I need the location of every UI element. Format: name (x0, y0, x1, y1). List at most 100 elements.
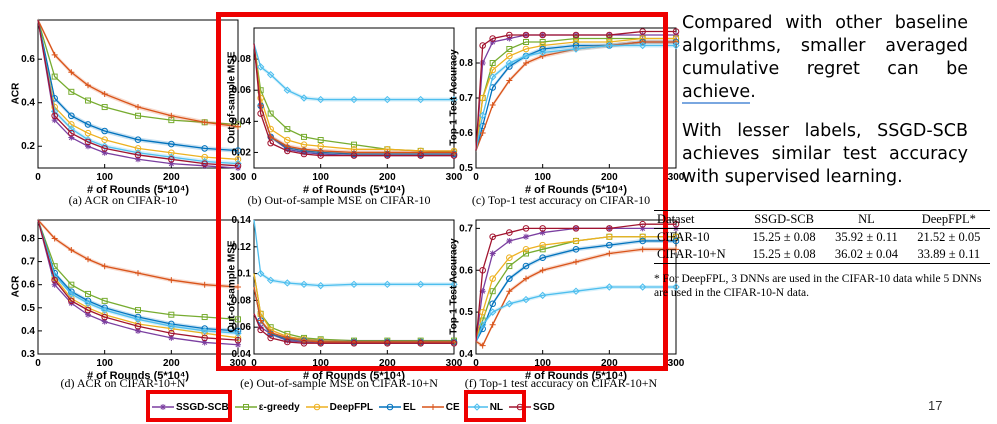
data-point (84, 135, 92, 144)
figure-caption-6: (f) Top-1 test accuracy on CIFAR-10+N (464, 376, 658, 390)
data-point (201, 162, 208, 169)
data-point (267, 110, 274, 117)
data-point (51, 112, 58, 120)
data-point (539, 267, 546, 274)
y-tick-label: 0.7 (459, 223, 473, 234)
data-point (257, 317, 264, 324)
data-point (234, 327, 242, 335)
data-point (234, 334, 242, 342)
data-point (283, 86, 292, 94)
data-point (266, 276, 275, 285)
data-point (506, 263, 513, 270)
data-point (673, 246, 679, 253)
data-point (538, 48, 547, 57)
data-point (489, 233, 496, 241)
data-point (523, 39, 529, 45)
y-tick-label: 0.8 (21, 233, 35, 244)
series-line--greedy (475, 37, 676, 151)
data-point (672, 41, 680, 50)
chart-plot-2: 0.02 0.04 0.06 0.08 0 100 200 300 (232, 27, 463, 183)
data-point (256, 269, 265, 278)
x-tick-label: 100 (312, 172, 329, 183)
data-point (488, 308, 497, 316)
data-point (67, 290, 76, 298)
data-point (284, 146, 291, 153)
chart-plot-1: 0.2 0.4 0.6 0 100 200 300 (21, 17, 247, 183)
x-tick-label: 100 (96, 172, 113, 183)
y-tick-label: 0.4 (21, 326, 35, 337)
data-point (523, 275, 529, 282)
data-point (267, 334, 274, 342)
data-point (606, 35, 613, 42)
data-point (85, 290, 91, 297)
data-point (606, 241, 613, 249)
x-tick-label: 0 (473, 172, 479, 183)
data-point (539, 31, 546, 39)
legend-item-nl: NL (465, 401, 504, 413)
data-point (257, 326, 264, 334)
x-tick-label: 300 (668, 358, 685, 369)
data-point (200, 327, 209, 335)
data-point (489, 66, 496, 74)
data-point (523, 250, 529, 257)
data-point (135, 104, 141, 111)
data-point (488, 73, 497, 81)
data-point (523, 60, 529, 66)
data-point (672, 237, 680, 245)
figure-caption-4: (d) ACR on CIFAR-10+N (60, 376, 186, 390)
data-point (450, 95, 458, 104)
table-cell: CIFAR-10 (657, 230, 710, 244)
data-point (235, 123, 241, 130)
data-point (85, 311, 91, 318)
data-point (101, 145, 108, 152)
y-tick-label: 0.04 (232, 349, 252, 360)
data-point (168, 149, 175, 157)
legend-label: DeepFPL (329, 401, 374, 413)
data-point (85, 256, 91, 263)
data-point (489, 250, 496, 257)
data-point (267, 329, 274, 336)
series-line-sgd (253, 313, 454, 344)
data-point (539, 246, 546, 253)
data-point (384, 152, 391, 159)
data-point (317, 338, 324, 345)
data-point (522, 262, 530, 270)
series-line-sgd (253, 43, 454, 157)
y-tick-label: 0.2 (21, 141, 35, 152)
legend-swatch (421, 404, 444, 410)
x-tick-label: 300 (446, 172, 463, 183)
data-point (284, 147, 291, 155)
data-point (134, 136, 142, 144)
data-point (350, 339, 358, 347)
data-point (506, 77, 513, 84)
chart-plot-5: 0.04 0.06 0.08 0.1 0.12 0.14 0 100 200 300 (232, 215, 463, 369)
data-point (68, 129, 75, 137)
legend-item-ssgd-scb: SSGD-SCB (152, 402, 229, 413)
data-point (522, 31, 530, 39)
data-point (101, 313, 108, 321)
y-tick-label: 0.8 (459, 58, 473, 69)
data-point (317, 339, 324, 347)
chart-panel-1: 0.2 0.4 0.6 0 100 200 300 ACR # of Rounds (5*10⁴… (8, 12, 247, 208)
data-point (168, 155, 175, 163)
chart-plot-4: 0.3 0.4 0.5 0.6 0.7 0.8 0 100 200 300 (21, 217, 247, 369)
x-tick-label: 300 (668, 172, 685, 183)
x-tick-label: 0 (251, 172, 257, 183)
data-point (639, 32, 646, 38)
data-point (523, 233, 529, 240)
data-point (384, 339, 391, 347)
data-point (201, 339, 208, 346)
data-point (84, 121, 92, 128)
data-point (267, 139, 274, 147)
series-line--greedy (37, 219, 239, 320)
data-point (506, 229, 513, 236)
table-row: CIFAR-10+N 15.25 ± 0.08 36.02 ± 0.04 33.89 … (654, 246, 990, 264)
y-tick-label: 0.08 (232, 295, 252, 306)
series-line-deepfpl (475, 37, 676, 151)
paragraph-1-underlined: achieve (682, 82, 751, 104)
data-point (539, 225, 546, 232)
data-point (167, 153, 176, 161)
legend-label: SSGD-SCB (176, 401, 229, 413)
data-point (168, 311, 175, 318)
legend-label: NL (489, 401, 504, 413)
